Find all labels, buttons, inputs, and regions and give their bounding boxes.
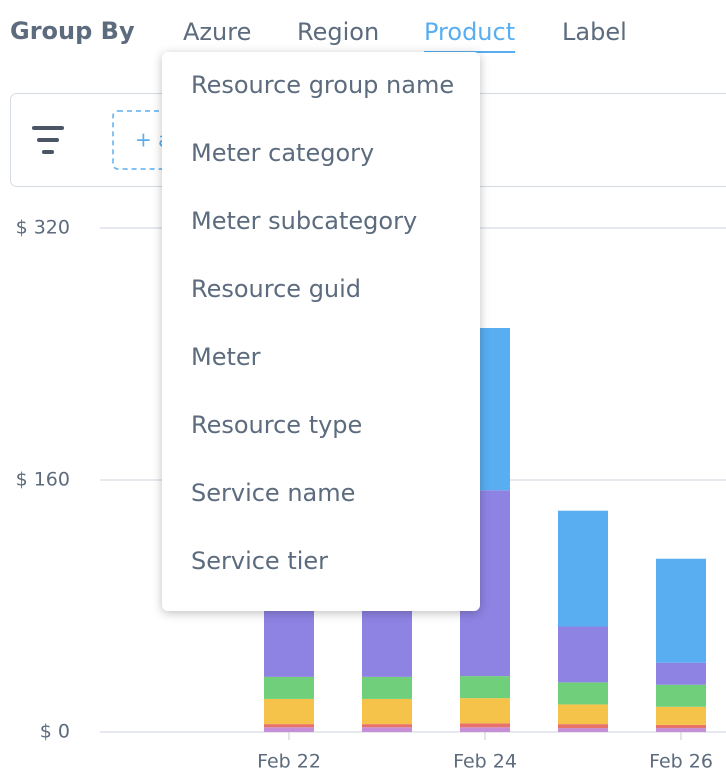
bar-segment: [460, 727, 510, 732]
dropdown-item[interactable]: Resource guid: [191, 275, 362, 303]
dropdown-item[interactable]: Meter subcategory: [191, 207, 418, 235]
bar-segment: [362, 698, 412, 725]
bar-segment: [362, 727, 412, 732]
bar-segment: [264, 727, 314, 732]
bar-segment: [656, 684, 706, 707]
bar-segment: [558, 704, 608, 725]
tab[interactable]: Region: [297, 18, 379, 46]
dropdown-item[interactable]: Service tier: [191, 547, 329, 575]
y-tick-label: $ 0: [40, 721, 70, 743]
bar-segment: [558, 510, 608, 627]
group-by-label: Group By: [10, 17, 135, 45]
dropdown-item[interactable]: Resource group name: [191, 71, 455, 99]
bar-segment: [362, 724, 412, 728]
bar-segment: [264, 724, 314, 728]
tab[interactable]: Label: [562, 18, 627, 46]
bar-segment: [362, 676, 412, 699]
tab[interactable]: Product: [424, 18, 515, 46]
bar-segment: [460, 698, 510, 724]
bar-segment: [656, 706, 706, 725]
filter-icon[interactable]: [32, 126, 64, 154]
bar-segment: [656, 724, 706, 729]
x-tick-label: Feb 26: [649, 751, 713, 773]
y-tick-label: $ 320: [16, 217, 70, 239]
dropdown-item[interactable]: Meter category: [191, 139, 375, 167]
dropdown-menu: Resource group name Meter category Meter s…: [162, 52, 480, 611]
bar-segment: [558, 728, 608, 732]
x-tick-label: Feb 22: [257, 751, 321, 773]
bar-segment: [558, 724, 608, 729]
y-tick-label: $ 160: [16, 469, 70, 491]
bar-segment: [264, 698, 314, 725]
bar-segment: [656, 558, 706, 663]
bar-segment: [656, 662, 706, 685]
bar-segment: [460, 676, 510, 699]
bar-segment: [558, 682, 608, 705]
bar-segment: [264, 676, 314, 699]
x-tick-label: Feb 24: [453, 751, 517, 773]
tab[interactable]: Azure: [183, 18, 251, 46]
bar-segment: [558, 626, 608, 683]
dropdown-item[interactable]: Meter: [191, 343, 261, 371]
dropdown-item[interactable]: Resource type: [191, 411, 363, 439]
bar-segment: [460, 723, 510, 728]
dropdown-item[interactable]: Service name: [191, 479, 356, 507]
bar-segment: [656, 728, 706, 732]
